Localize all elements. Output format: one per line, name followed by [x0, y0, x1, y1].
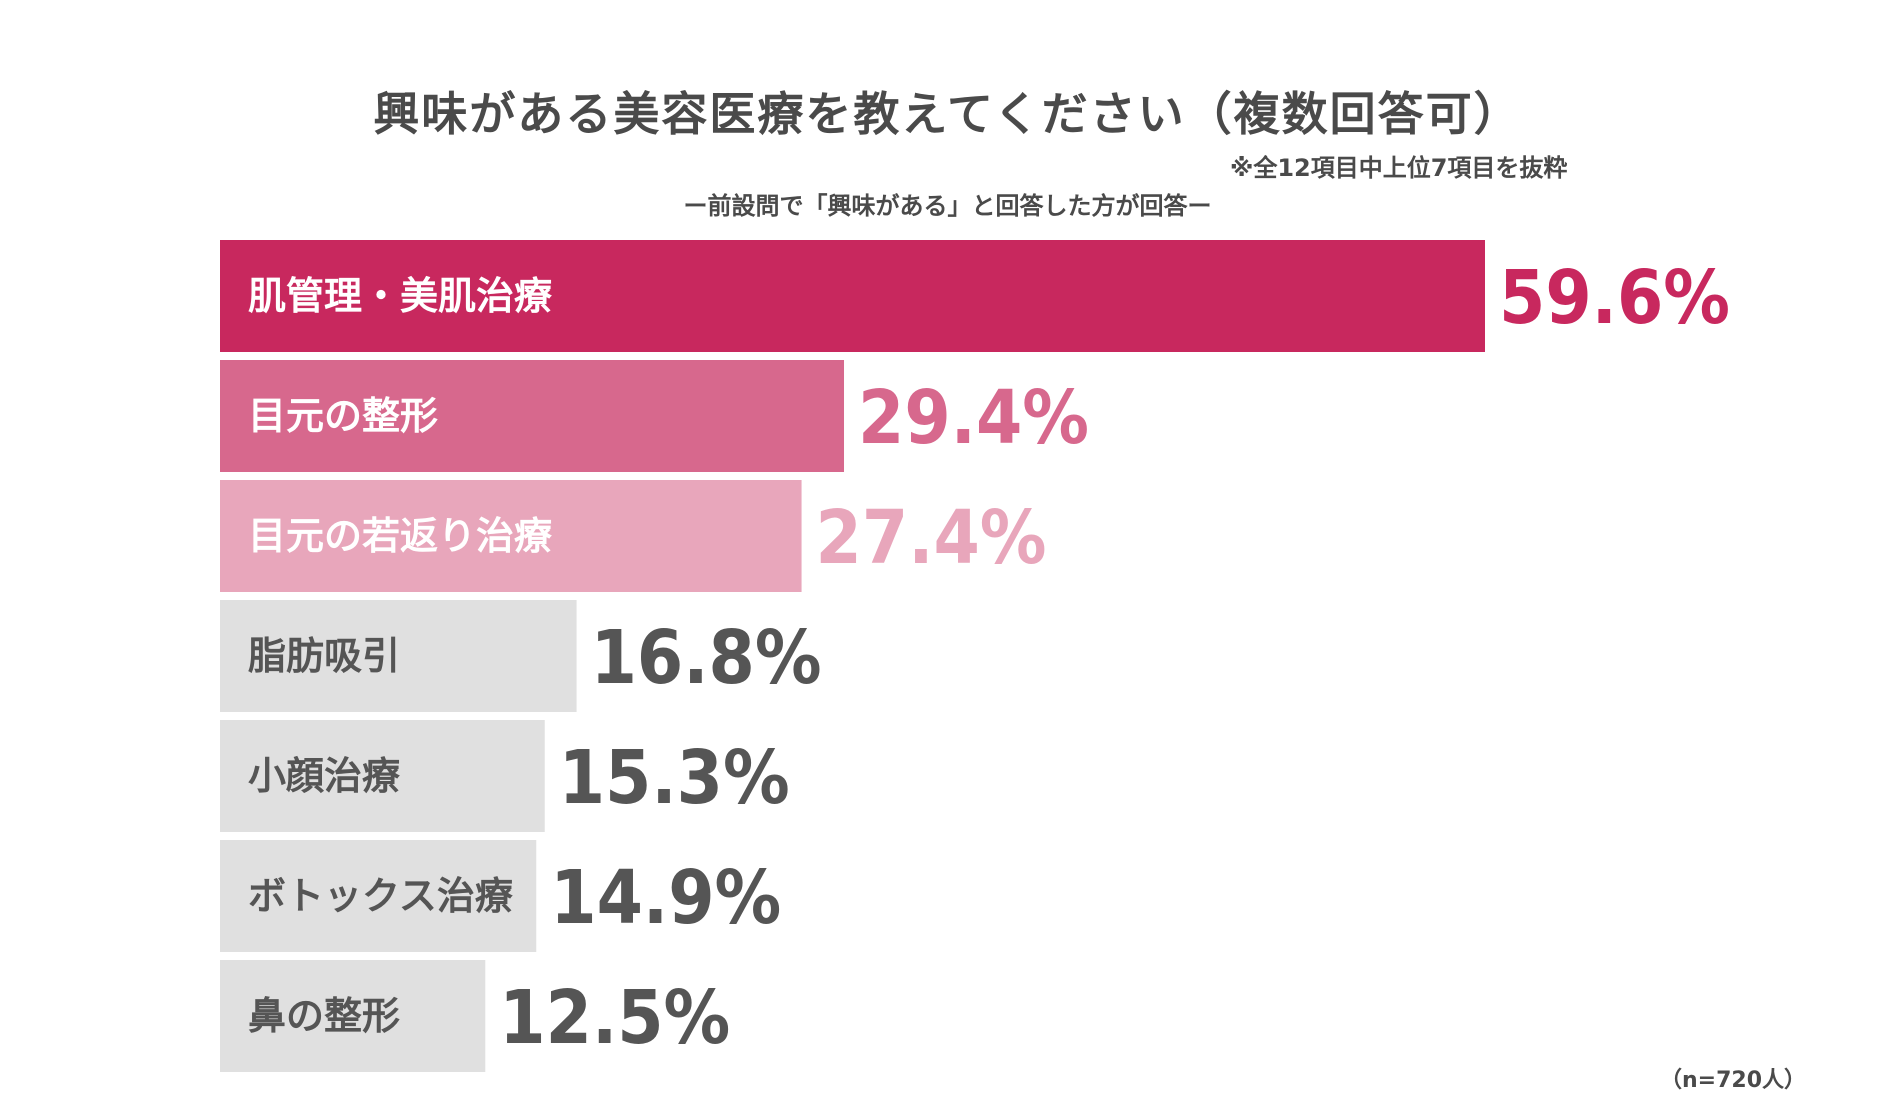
category-label: 小顔治療: [248, 754, 401, 798]
data-label: 16.8%: [591, 615, 822, 701]
bar-group: 鼻の整形 12.5%: [220, 960, 730, 1072]
bar: [220, 840, 537, 952]
data-label: 15.3%: [559, 735, 790, 821]
category-label: ボトックス治療: [248, 874, 514, 918]
chart-subtitle: ー前設問で「興味がある」と回答した方が回答ー: [683, 192, 1212, 220]
data-label: 59.6%: [1499, 255, 1730, 341]
bar: [220, 360, 845, 472]
bar-group: 脂肪吸引 16.8%: [220, 600, 822, 712]
category-label: 肌管理・美肌治療: [248, 274, 553, 318]
data-label: 12.5%: [499, 975, 730, 1061]
data-label: 14.9%: [550, 855, 781, 941]
bar-group: 目元の若返り治療 27.4%: [220, 480, 1047, 592]
bar-group: 小顔治療 15.3%: [220, 720, 790, 832]
bar: [220, 480, 802, 592]
chart-title: 興味がある美容医療を教えてください（複数回答可）: [373, 87, 1522, 141]
category-label: 鼻の整形: [248, 994, 400, 1038]
sample-size-label: （n=720人）: [1660, 1068, 1807, 1093]
bar: [220, 600, 577, 712]
bar: [220, 240, 1485, 352]
bar: [220, 960, 486, 1072]
category-label: 目元の若返り治療: [248, 514, 553, 558]
category-label: 目元の整形: [248, 394, 438, 438]
data-label: 27.4%: [816, 495, 1047, 581]
category-label: 脂肪吸引: [248, 634, 400, 678]
bar-group: ボトックス治療 14.9%: [220, 840, 781, 952]
bar-group: 目元の整形 29.4%: [220, 360, 1089, 472]
chart-note: ※全12項目中上位7項目を抜粋: [1230, 154, 1568, 182]
bar: [220, 720, 545, 832]
data-label: 29.4%: [858, 375, 1089, 461]
bar-group: 肌管理・美肌治療 59.6%: [220, 240, 1730, 352]
